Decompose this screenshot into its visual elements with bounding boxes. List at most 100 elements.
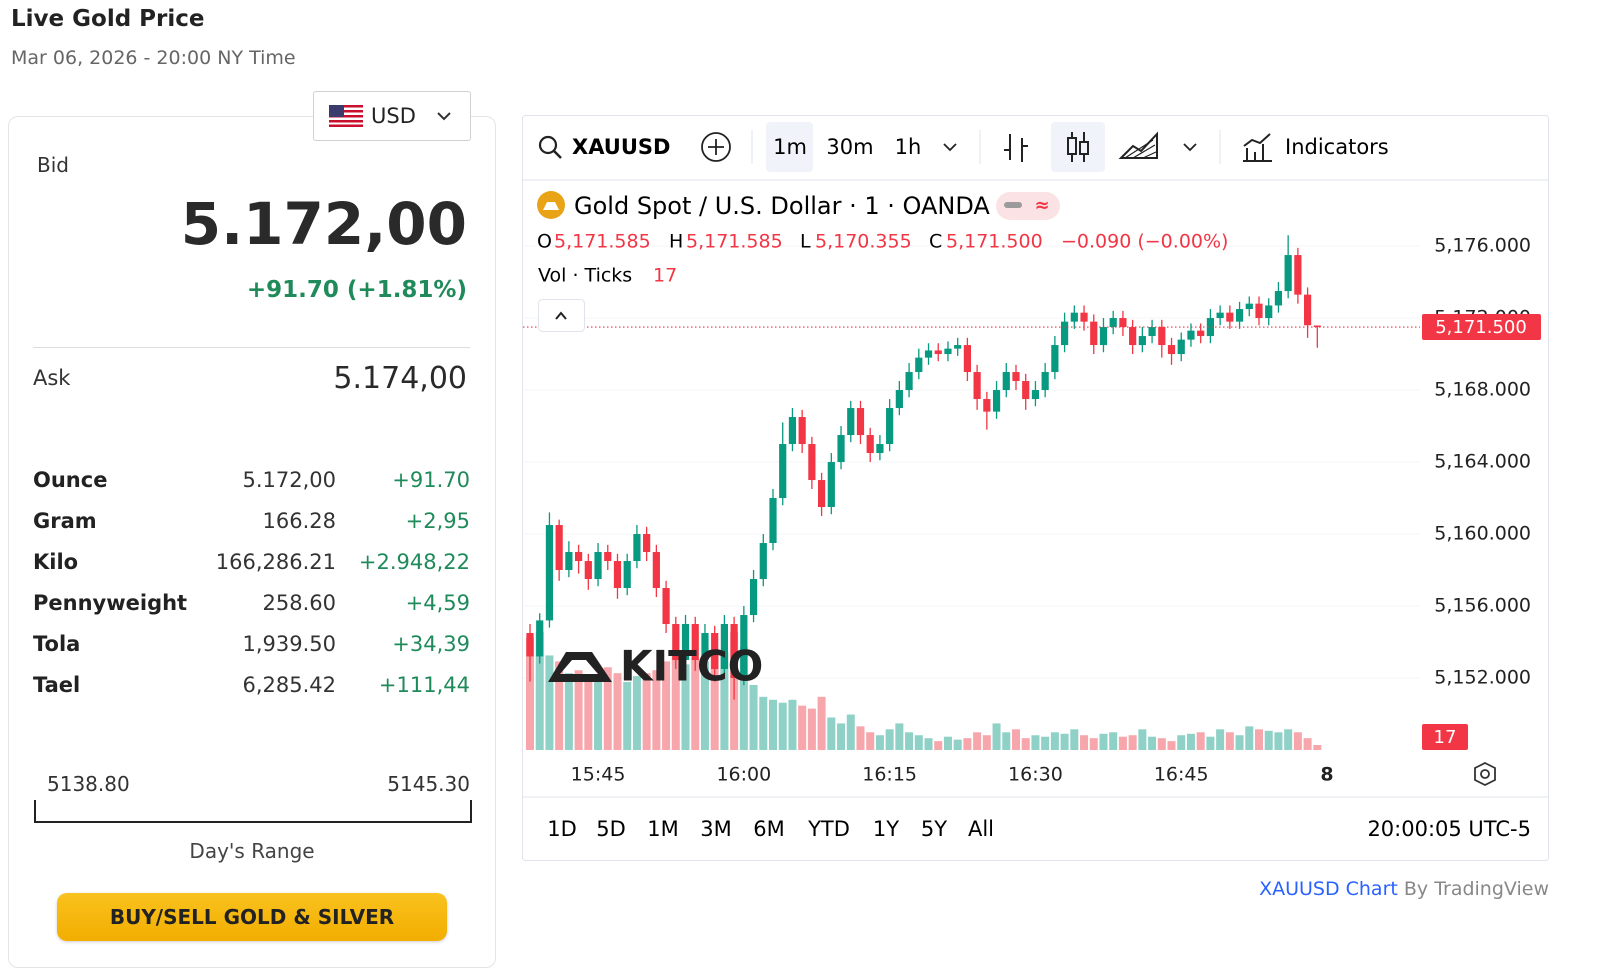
volume-bar bbox=[827, 717, 836, 750]
volume-bar bbox=[1293, 732, 1302, 750]
collapse-button[interactable] bbox=[538, 299, 585, 332]
candle-body bbox=[1031, 390, 1040, 400]
range-bar bbox=[34, 800, 472, 823]
area-style[interactable] bbox=[1118, 131, 1158, 159]
candle-body bbox=[944, 348, 952, 355]
candle-body bbox=[1129, 327, 1137, 346]
candle-body bbox=[565, 552, 573, 571]
candle-body bbox=[1206, 318, 1214, 337]
candle-body bbox=[1022, 381, 1030, 400]
volume-bar bbox=[700, 661, 709, 750]
ohlc-value: 5,171.500 bbox=[946, 231, 1043, 253]
candle-body bbox=[526, 633, 534, 657]
style-menu[interactable] bbox=[1183, 143, 1197, 152]
volume-bar bbox=[1206, 736, 1215, 750]
volume-bar bbox=[1245, 726, 1254, 750]
candle-body bbox=[555, 525, 563, 571]
y-tick-label: 5,160.000 bbox=[1434, 523, 1531, 545]
candle-body bbox=[886, 408, 894, 445]
candle-body bbox=[769, 498, 777, 544]
volume-bar bbox=[807, 708, 816, 750]
candle-body bbox=[604, 552, 612, 562]
x-tick-label: 16:45 bbox=[1154, 764, 1209, 786]
clock: 20:00:05 UTC-5 bbox=[1367, 817, 1531, 841]
volume-bar bbox=[1031, 735, 1040, 750]
volume-bar bbox=[1186, 733, 1195, 750]
symbol[interactable]: XAUUSD bbox=[572, 135, 670, 159]
volume-bar bbox=[632, 676, 641, 750]
candle-body bbox=[681, 624, 690, 661]
bars-style[interactable] bbox=[1004, 134, 1028, 162]
buy-sell-button[interactable]: BUY/SELL GOLD & SILVER bbox=[57, 893, 447, 941]
interval[interactable]: 1m bbox=[773, 135, 807, 159]
range-button[interactable]: 5D bbox=[596, 817, 626, 841]
volume-bar bbox=[1012, 729, 1020, 750]
watermark-text: KITCO bbox=[620, 642, 763, 691]
settings-icon[interactable] bbox=[1474, 761, 1496, 787]
volume-bar bbox=[905, 732, 914, 750]
volume-bar bbox=[1138, 729, 1147, 750]
chart-link[interactable]: XAUUSD Chart bbox=[1259, 878, 1398, 900]
candle-body bbox=[1012, 372, 1020, 382]
interval[interactable]: 1h bbox=[895, 135, 922, 159]
candle-body bbox=[740, 615, 748, 679]
x-tick-label: 15:45 bbox=[571, 764, 626, 786]
volume-bar bbox=[1157, 738, 1166, 750]
search-icon[interactable] bbox=[538, 135, 562, 159]
candle-body bbox=[963, 345, 971, 373]
interval[interactable]: 30m bbox=[826, 135, 873, 159]
range-low: 5138.80 bbox=[47, 772, 130, 796]
candle-body bbox=[1119, 318, 1127, 328]
widget-border bbox=[522, 115, 1549, 861]
page-subtitle: Mar 06, 2026 - 20:00 NY Time bbox=[11, 47, 296, 69]
interval-menu[interactable] bbox=[943, 143, 957, 152]
candle-body bbox=[633, 534, 641, 562]
range-button[interactable]: 5Y bbox=[921, 817, 947, 841]
unit-name: Kilo bbox=[33, 550, 79, 574]
volume-bar bbox=[798, 705, 807, 750]
bid-price: 5.172,00 bbox=[180, 190, 467, 258]
last-price-box bbox=[1422, 314, 1541, 341]
range-button[interactable]: 1M bbox=[647, 817, 678, 841]
range-button[interactable]: YTD bbox=[807, 817, 850, 841]
status-pill bbox=[996, 192, 1060, 220]
volume-bar bbox=[934, 741, 943, 750]
volume-bar bbox=[1099, 733, 1108, 750]
unit-change: +111,44 bbox=[378, 673, 470, 697]
indicators-icon[interactable] bbox=[1243, 133, 1272, 162]
us-flag bbox=[329, 105, 363, 127]
candle-body bbox=[876, 444, 884, 454]
candle-body bbox=[1148, 327, 1156, 337]
currency-select[interactable]: USD bbox=[313, 91, 471, 141]
range-button[interactable]: All bbox=[968, 817, 994, 841]
x-tick-label: 8 bbox=[1320, 764, 1333, 786]
ohlc-value: 5,171.585 bbox=[686, 231, 783, 253]
candle-body bbox=[895, 390, 903, 409]
range-button[interactable]: 1D bbox=[547, 817, 577, 841]
candle-body bbox=[1313, 325, 1321, 328]
candle-body bbox=[759, 543, 767, 580]
candle-body bbox=[905, 372, 913, 391]
volume-bar bbox=[1177, 735, 1186, 750]
candle-body bbox=[594, 552, 602, 580]
indicators-button[interactable]: Indicators bbox=[1285, 135, 1389, 159]
unit-change: +91.70 bbox=[392, 468, 470, 492]
candles-style[interactable] bbox=[1067, 132, 1089, 162]
compare-button[interactable] bbox=[701, 132, 731, 162]
volume-bar bbox=[885, 729, 894, 750]
candle-body bbox=[837, 435, 845, 463]
unit-name: Gram bbox=[33, 509, 97, 533]
volume-bar bbox=[788, 699, 797, 750]
candle-body bbox=[1235, 309, 1244, 322]
range-button[interactable]: 3M bbox=[700, 817, 731, 841]
candle-body bbox=[1226, 312, 1234, 322]
volume-bar bbox=[817, 696, 826, 750]
range-button[interactable]: 1Y bbox=[873, 817, 899, 841]
unit-change: +34,39 bbox=[392, 632, 470, 656]
volume-bar bbox=[963, 738, 972, 750]
candle-body bbox=[1099, 327, 1108, 346]
volume-bar bbox=[1060, 733, 1069, 750]
symbol-logo-mark bbox=[543, 202, 559, 210]
range-button[interactable]: 6M bbox=[753, 817, 784, 841]
